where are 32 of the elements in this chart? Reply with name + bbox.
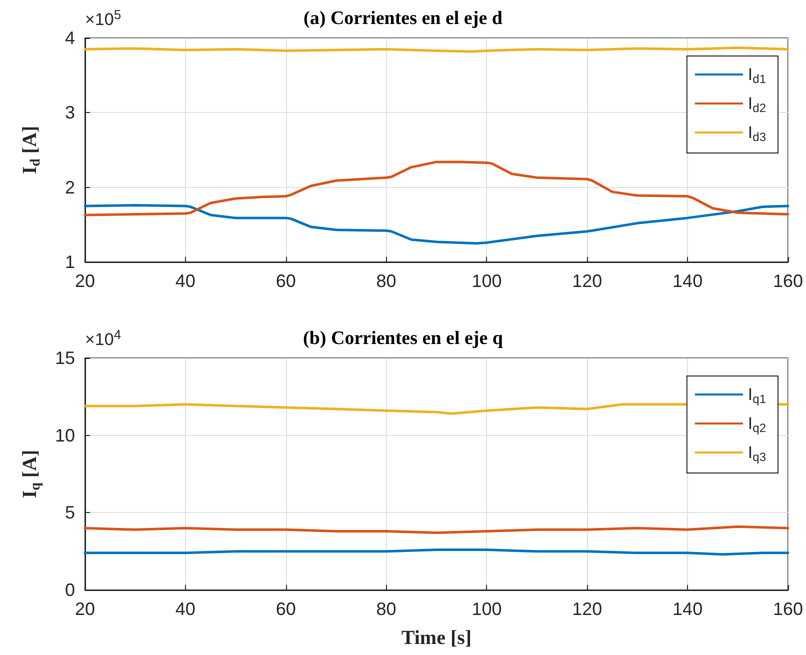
- x-tick-label: 40: [175, 271, 196, 291]
- x-tick-label: 40: [175, 599, 196, 619]
- x-tick-label: 120: [572, 599, 602, 619]
- x-tick-label: 60: [276, 271, 296, 291]
- chart-title: (a) Corrientes en el eje d: [304, 8, 503, 29]
- line-series: [84, 204, 790, 245]
- y-tick-label: 1: [64, 252, 75, 272]
- y-axis-title: Id [A]: [19, 126, 44, 174]
- x-tick-label: 160: [772, 599, 804, 619]
- chart-title: (b) Corrientes en el eje q: [303, 328, 504, 349]
- y-tick-label: 5: [64, 502, 75, 523]
- y-tick-label: 4: [64, 28, 75, 48]
- x-tick-label: 80: [376, 271, 396, 291]
- y-tick-label: 10: [54, 425, 75, 446]
- line-series: [84, 160, 790, 216]
- y-axis-title: Iq [A]: [19, 450, 44, 498]
- x-tick-label: 140: [672, 599, 703, 619]
- y-tick-label: 15: [54, 348, 75, 368]
- x-tick-label: 120: [572, 271, 602, 291]
- y-tick-label: 2: [64, 177, 75, 198]
- x-axis-title: Time [s]: [401, 627, 472, 649]
- x-tick-label: 100: [472, 271, 502, 291]
- line-series: [84, 525, 790, 534]
- x-tick-label: 140: [672, 271, 703, 291]
- x-tick-label: 20: [74, 271, 96, 291]
- x-tick-label: 160: [772, 271, 804, 291]
- x-tick-label: 80: [376, 599, 396, 619]
- y-tick-label: 0: [64, 580, 75, 600]
- y-tick-label: 3: [64, 102, 75, 123]
- x-tick-label: 60: [276, 599, 296, 619]
- x-tick-label: 100: [472, 599, 502, 619]
- x-tick-label: 20: [74, 599, 96, 619]
